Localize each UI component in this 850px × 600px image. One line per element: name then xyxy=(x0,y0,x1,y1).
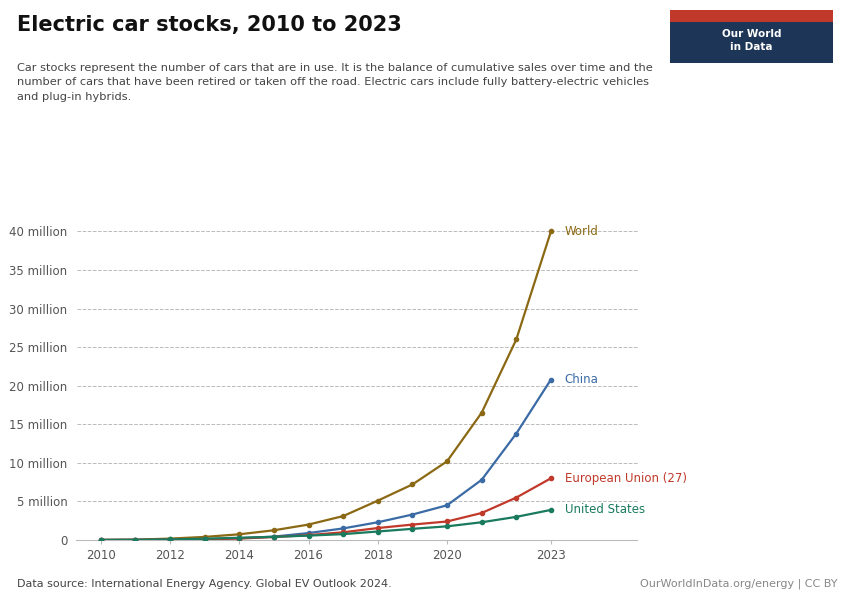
Text: OurWorldInData.org/energy | CC BY: OurWorldInData.org/energy | CC BY xyxy=(640,578,837,589)
FancyBboxPatch shape xyxy=(670,10,833,63)
Text: European Union (27): European Union (27) xyxy=(564,472,687,485)
Text: Electric car stocks, 2010 to 2023: Electric car stocks, 2010 to 2023 xyxy=(17,15,402,35)
Text: Data source: International Energy Agency. Global EV Outlook 2024.: Data source: International Energy Agency… xyxy=(17,579,392,589)
Text: World: World xyxy=(564,225,598,238)
Text: Car stocks represent the number of cars that are in use. It is the balance of cu: Car stocks represent the number of cars … xyxy=(17,63,653,102)
Text: Our World
in Data: Our World in Data xyxy=(722,29,781,52)
Text: China: China xyxy=(564,373,598,386)
FancyBboxPatch shape xyxy=(670,10,833,22)
Text: United States: United States xyxy=(564,503,645,517)
